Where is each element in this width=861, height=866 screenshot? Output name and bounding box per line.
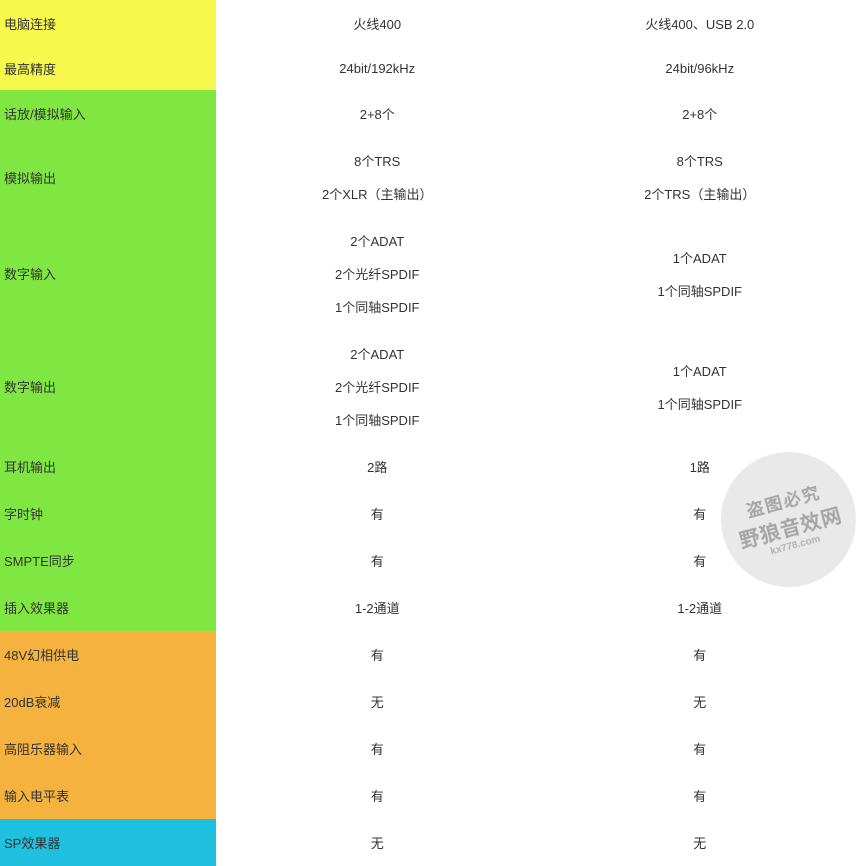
cell-value: 1-2通道 — [677, 591, 722, 624]
row-label: 输入电平表 — [0, 772, 216, 819]
cell-value: 火线400、USB 2.0 — [645, 7, 754, 40]
row-value-2: 1个ADAT1个同轴SPDIF — [539, 217, 861, 330]
row-value-1: 无 — [216, 819, 539, 866]
table-row: 电脑连接 火线400 火线400、USB 2.0 — [0, 0, 861, 47]
cell-value: 2个光纤SPDIF — [335, 257, 420, 290]
cell-value: 有 — [693, 732, 706, 765]
row-label: 模拟输出 — [0, 137, 216, 217]
cell-value: 2+8个 — [360, 97, 395, 130]
cell-value: 无 — [693, 826, 706, 859]
row-label: 数字输入 — [0, 217, 216, 330]
row-value-2: 1-2通道 — [539, 584, 861, 631]
cell-value: 1-2通道 — [355, 591, 400, 624]
row-value-2: 1个ADAT1个同轴SPDIF — [539, 330, 861, 443]
row-label: 话放/模拟输入 — [0, 90, 216, 137]
row-value-2: 24bit/96kHz — [539, 47, 861, 90]
cell-value: 2路 — [367, 450, 387, 483]
row-value-1: 无 — [216, 678, 539, 725]
row-label: 数字输出 — [0, 330, 216, 443]
cell-value: 有 — [693, 638, 706, 671]
row-value-2: 1路 — [539, 443, 861, 490]
cell-value: 有 — [371, 732, 384, 765]
row-label: 电脑连接 — [0, 0, 216, 47]
row-value-2: 8个TRS2个TRS（主输出） — [539, 137, 861, 217]
row-label: SMPTE同步 — [0, 537, 216, 584]
table-row: 字时钟 有 有 — [0, 490, 861, 537]
cell-value: 有 — [693, 779, 706, 812]
row-label: 插入效果器 — [0, 584, 216, 631]
cell-value: 1路 — [690, 450, 710, 483]
cell-value: 无 — [371, 826, 384, 859]
cell-value: 2+8个 — [682, 97, 717, 130]
cell-value: 2个TRS（主输出） — [644, 177, 755, 210]
row-value-1: 8个TRS2个XLR（主输出） — [216, 137, 539, 217]
cell-value: 8个TRS — [677, 144, 723, 177]
row-value-2: 有 — [539, 772, 861, 819]
row-value-2: 有 — [539, 537, 861, 584]
row-label: 字时钟 — [0, 490, 216, 537]
cell-value: 1个同轴SPDIF — [657, 387, 742, 420]
table-row: 输入电平表 有 有 — [0, 772, 861, 819]
row-value-2: 2+8个 — [539, 90, 861, 137]
row-value-1: 火线400 — [216, 0, 539, 47]
cell-value: 1个ADAT — [673, 354, 727, 387]
cell-value: 24bit/192kHz — [339, 54, 415, 83]
table-row: 48V幻相供电 有 有 — [0, 631, 861, 678]
table-row: 话放/模拟输入 2+8个 2+8个 — [0, 90, 861, 137]
table-row: 插入效果器 1-2通道 1-2通道 — [0, 584, 861, 631]
cell-value: 1个同轴SPDIF — [335, 290, 420, 323]
cell-value: 火线400 — [353, 7, 401, 40]
table-row: 高阻乐器输入 有 有 — [0, 725, 861, 772]
row-value-1: 2个ADAT2个光纤SPDIF1个同轴SPDIF — [216, 217, 539, 330]
cell-value: 24bit/96kHz — [665, 54, 734, 83]
table-row: 耳机输出 2路 1路 — [0, 443, 861, 490]
cell-value: 8个TRS — [354, 144, 400, 177]
cell-value: 有 — [371, 779, 384, 812]
row-value-2: 无 — [539, 678, 861, 725]
cell-value: 无 — [693, 685, 706, 718]
cell-value: 无 — [371, 685, 384, 718]
row-value-1: 有 — [216, 631, 539, 678]
cell-value: 2个ADAT — [350, 224, 404, 257]
row-label: 20dB衰减 — [0, 678, 216, 725]
row-value-1: 有 — [216, 725, 539, 772]
row-label: 48V幻相供电 — [0, 631, 216, 678]
cell-value: 2个XLR（主输出） — [322, 177, 433, 210]
row-value-2: 有 — [539, 725, 861, 772]
row-value-2: 有 — [539, 631, 861, 678]
row-label: SP效果器 — [0, 819, 216, 866]
table-row: 数字输入2个ADAT2个光纤SPDIF1个同轴SPDIF1个ADAT1个同轴SP… — [0, 217, 861, 330]
row-label: 最高精度 — [0, 47, 216, 90]
cell-value: 有 — [693, 497, 706, 530]
row-value-1: 有 — [216, 537, 539, 584]
spec-comparison-table: 电脑连接 火线400 火线400、USB 2.0 最高精度 24bit/192kHz 24… — [0, 0, 861, 866]
row-value-2: 无 — [539, 819, 861, 866]
cell-value: 2个ADAT — [350, 337, 404, 370]
row-value-1: 24bit/192kHz — [216, 47, 539, 90]
cell-value: 1个同轴SPDIF — [335, 403, 420, 436]
cell-value: 有 — [371, 638, 384, 671]
cell-value: 有 — [693, 544, 706, 577]
row-value-1: 1-2通道 — [216, 584, 539, 631]
row-label: 耳机输出 — [0, 443, 216, 490]
row-value-1: 有 — [216, 772, 539, 819]
table-row: 模拟输出8个TRS2个XLR（主输出）8个TRS2个TRS（主输出） — [0, 137, 861, 217]
row-value-2: 火线400、USB 2.0 — [539, 0, 861, 47]
table-row: SP效果器 无 无 — [0, 819, 861, 866]
row-value-2: 有 — [539, 490, 861, 537]
cell-value: 1个同轴SPDIF — [657, 274, 742, 307]
table-row: 20dB衰减 无 无 — [0, 678, 861, 725]
row-value-1: 有 — [216, 490, 539, 537]
cell-value: 有 — [371, 497, 384, 530]
table-row: SMPTE同步 有 有 — [0, 537, 861, 584]
row-value-1: 2路 — [216, 443, 539, 490]
cell-value: 1个ADAT — [673, 241, 727, 274]
row-value-1: 2+8个 — [216, 90, 539, 137]
table-row: 数字输出2个ADAT2个光纤SPDIF1个同轴SPDIF1个ADAT1个同轴SP… — [0, 330, 861, 443]
table-row: 最高精度 24bit/192kHz 24bit/96kHz — [0, 47, 861, 90]
row-value-1: 2个ADAT2个光纤SPDIF1个同轴SPDIF — [216, 330, 539, 443]
row-label: 高阻乐器输入 — [0, 725, 216, 772]
cell-value: 有 — [371, 544, 384, 577]
cell-value: 2个光纤SPDIF — [335, 370, 420, 403]
